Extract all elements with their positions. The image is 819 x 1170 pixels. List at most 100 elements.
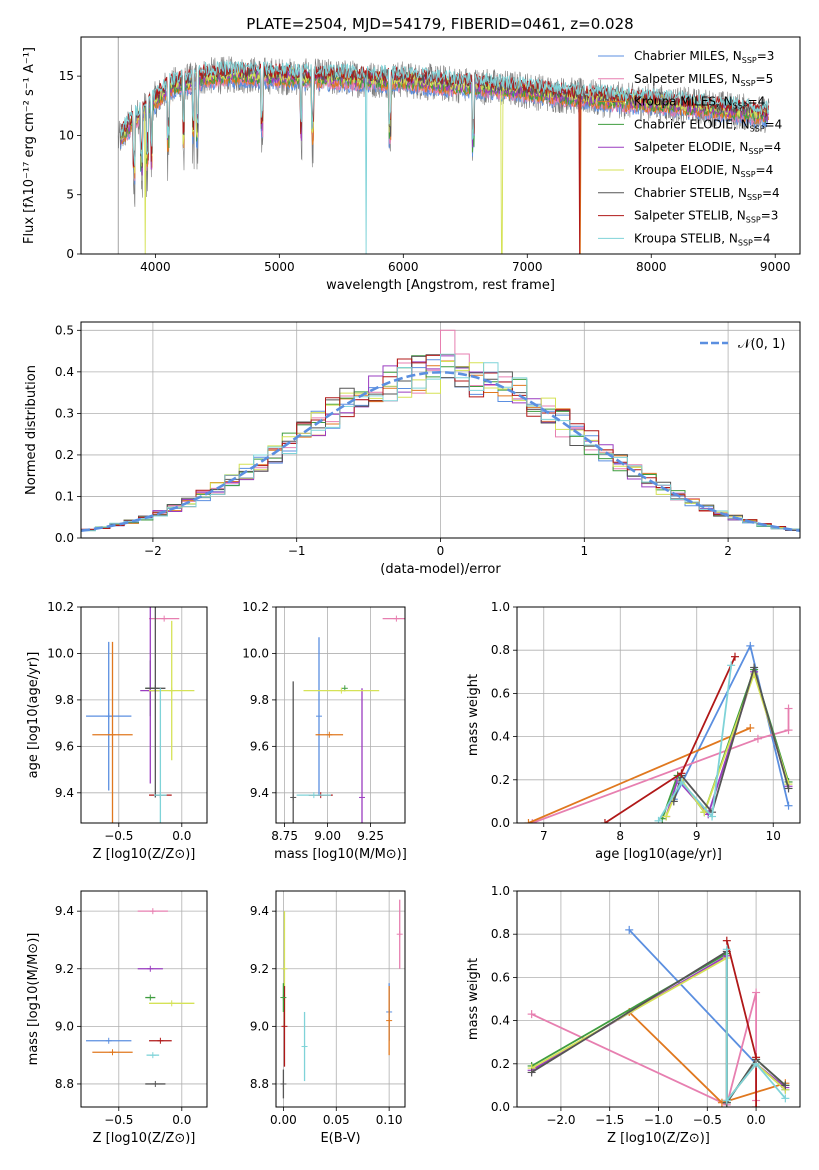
errorbar-salpeter-elodie: [137, 965, 163, 972]
errorbar-chabrier-stelib: [145, 1080, 166, 1087]
y-tick-label: 9.6: [250, 739, 269, 753]
panel-mass_vs_Z: −0.5 0.0 8.8 9.0 9.2 9.4 Z [log10(Z/Z⊙)] mass […: [26, 890, 208, 1146]
x-tick-label: −1.0: [644, 1113, 673, 1127]
y-tick-label: 9.0: [55, 1019, 74, 1033]
legend-entry: 𝒩(0, 1): [738, 337, 785, 352]
y-axis-label: age [log10(age/yr)]: [26, 652, 41, 779]
legend-tail: =4: [756, 163, 774, 177]
errorbar-salpeter-stelib: [281, 986, 288, 1067]
y-tick-label: 0.5: [55, 323, 74, 337]
errorbar-kroupa-stelib: [154, 688, 167, 823]
legend-subscript: SSP: [746, 216, 761, 225]
errorbar-salpeter-miles: [137, 908, 168, 915]
spectrum-model-kroupa-elodie: [120, 66, 769, 254]
y-tick-label: 9.4: [250, 904, 269, 918]
errorbar-salpeter-stelib: [149, 1037, 172, 1044]
series-salpeter-stelib: [722, 936, 761, 1107]
plot-area: [117, 37, 770, 254]
x-tick-label: 0.00: [270, 1113, 297, 1127]
series-kroupa-stelib: [654, 661, 736, 823]
legend-entry: Kroupa ELODIE, NSSP=4: [634, 163, 773, 179]
y-tick-label: 0.4: [491, 730, 510, 744]
x-tick-label: −0.5: [104, 1113, 133, 1127]
legend-tail: =4: [748, 95, 766, 109]
plot-area: [81, 322, 800, 538]
x-tick-label: 7: [540, 829, 548, 843]
y-tick-label: 9.4: [55, 786, 74, 800]
errorbar-salpeter-elodie: [359, 688, 365, 823]
x-tick-label: 7000: [512, 260, 543, 274]
legend-subscript: SSP: [741, 79, 756, 88]
x-tick-label: 5000: [264, 260, 295, 274]
x-tick-label: −1: [288, 544, 306, 558]
legend-entry: Kroupa STELIB, NSSP=4: [634, 231, 771, 247]
plot-area: [276, 891, 405, 1107]
y-tick-label: 0.6: [491, 970, 510, 984]
x-axis-label: age [log10(age/yr)]: [595, 847, 722, 862]
x-axis-label: Z [log10(Z/Z⊙)]: [93, 847, 196, 862]
x-tick-label: −2.0: [546, 1113, 575, 1127]
x-tick-label: 0: [437, 544, 445, 558]
legend-subscript: SSP: [741, 170, 756, 179]
axes-frame: [275, 606, 406, 824]
errorbar-chabrier-stelib: [280, 1069, 287, 1099]
legend-entry: Chabrier ELODIE, NSSP=4: [634, 117, 782, 133]
x-tick-label: 0.0: [747, 1113, 766, 1127]
y-axis-label: mass weight: [466, 958, 481, 1040]
spectrum-model-kroupa-stelib: [120, 59, 769, 254]
errorbar-kroupa-elodie: [303, 687, 380, 694]
y-axis-label: mass [log10(M/M⊙)]: [26, 933, 41, 1066]
y-tick-label: 9.4: [250, 786, 269, 800]
y-tick-label: 0.2: [55, 448, 74, 462]
y-tick-label: 10.2: [47, 600, 74, 614]
errorbar-kroupa-stelib: [301, 1011, 308, 1082]
x-tick-label: 1: [580, 544, 588, 558]
x-tick-label: 0.05: [323, 1113, 350, 1127]
x-axis-label: Z [log10(Z/Z⊙)]: [93, 1131, 196, 1146]
x-tick-label: 8000: [636, 260, 667, 274]
y-tick-label: 9.4: [55, 904, 74, 918]
legend-entry: Kroupa MILES, NSSP=4: [634, 95, 765, 111]
axes-frame: [80, 321, 801, 539]
y-tick-label: 15: [59, 69, 74, 83]
panels: 4000 5000 6000 7000 8000 9000051015wavelength…: [22, 36, 801, 1146]
y-tick-label: 0.2: [491, 1057, 510, 1071]
x-tick-label: 10: [766, 829, 781, 843]
panel-mass_vs_EBV: 0.00 0.05 0.10 8.8 9.0 9.2 9.4 E(B-V): [250, 890, 406, 1146]
plot-area: [517, 607, 800, 823]
legend-subscript: SSP: [738, 238, 753, 247]
axes-frame: [516, 890, 801, 1108]
series-chabrier-elodie: [658, 665, 793, 823]
normal-curve: [81, 370, 800, 532]
legend-subscript: SSP: [747, 193, 762, 202]
legend-tail: =4: [763, 140, 781, 154]
legend-tail: =3: [757, 49, 775, 63]
y-tick-label: 9.0: [250, 1019, 269, 1033]
x-axis-label: Z [log10(Z/Z⊙)]: [607, 1131, 710, 1146]
y-tick-label: 0.2: [491, 773, 510, 787]
legend-subscript: SSP: [742, 56, 757, 65]
figure-title: PLATE=2504, MJD=54179, FIBERID=0461, z=0…: [246, 15, 633, 33]
axes-frame: [80, 36, 801, 255]
errorbar-chabrier-elodie: [145, 994, 156, 1001]
errorbar-chabrier-miles: [86, 1037, 132, 1044]
series-line: [528, 727, 751, 823]
legend-entry: Salpeter STELIB, NSSP=3: [634, 209, 778, 225]
x-axis-label: wavelength [Angstrom, rest frame]: [326, 278, 555, 293]
y-tick-label: 0.0: [491, 1100, 510, 1114]
legend-subscript: SSP: [733, 102, 748, 111]
y-tick-label: 0.8: [491, 927, 510, 941]
errorbar-kroupa-elodie: [149, 1000, 195, 1007]
panel-age_vs_mass: 8.75 9.00 9.25 9.4 9.6 9.8 10.0 10.2 mass [log10…: [242, 600, 407, 862]
y-tick-label: 0.6: [491, 686, 510, 700]
errorbar-chabrier-stelib: [290, 681, 297, 823]
errorbar-chabrier-stelib: [145, 607, 166, 798]
y-axis-label: Flux [fλ10⁻¹⁷ erg cm⁻² s⁻¹ A⁻¹]: [22, 47, 37, 244]
y-tick-label: 0.3: [55, 406, 74, 420]
y-tick-label: 0.4: [491, 1014, 510, 1028]
errorbar-salpeter-miles: [382, 615, 405, 622]
errorbar-salpeter-miles: [396, 899, 403, 969]
axes-frame: [275, 890, 406, 1108]
panel-spectrum: 4000 5000 6000 7000 8000 9000 0 5 10 15 wavelength…: [22, 36, 801, 293]
plot-area: [517, 891, 800, 1107]
